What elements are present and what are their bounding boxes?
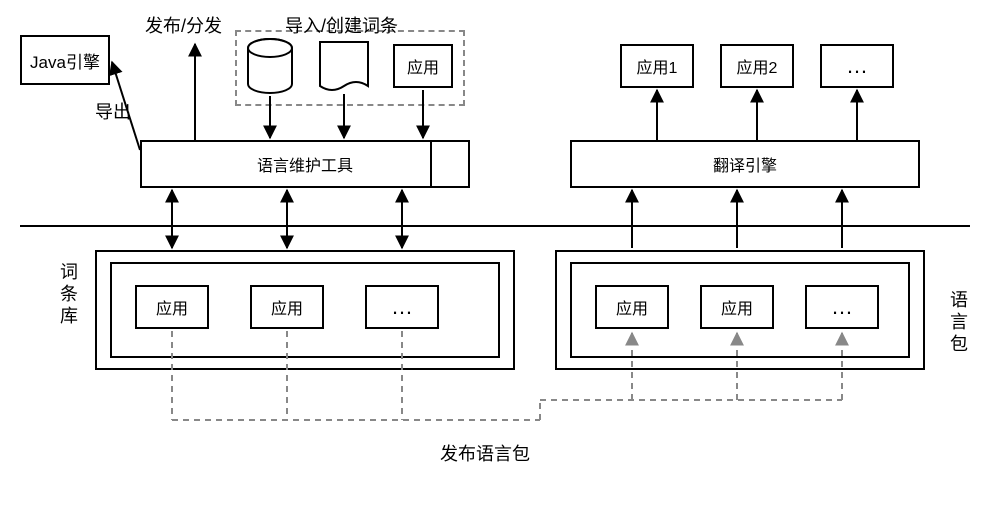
app1-label: 应用1 — [637, 54, 678, 78]
app1-box: 应用1 — [620, 44, 694, 88]
trans-engine-label: 翻译引擎 — [713, 152, 777, 176]
left-app1: 应用 — [135, 285, 209, 329]
app-top-box: 应用 — [393, 44, 453, 88]
separator-line — [20, 225, 970, 227]
app2-label: 应用2 — [737, 54, 778, 78]
right-app1-label: 应用 — [616, 295, 648, 319]
lang-tool-sep — [430, 140, 432, 188]
right-app2-label: 应用 — [721, 295, 753, 319]
app2-box: 应用2 — [720, 44, 794, 88]
java-engine-box: Java引擎 — [20, 35, 110, 85]
dict-label: 词条库 — [55, 262, 81, 328]
import-label: 导入/创建词条 — [285, 12, 398, 38]
left-app2: 应用 — [250, 285, 324, 329]
java-engine-label: Java引擎 — [30, 48, 100, 73]
left-app2-label: 应用 — [271, 295, 303, 319]
lang-tool-box: 语言维护工具 — [140, 140, 470, 188]
app-top-label: 应用 — [407, 54, 439, 78]
left-dots: … — [365, 285, 439, 329]
dots-top-label: … — [846, 53, 868, 79]
trans-engine-box: 翻译引擎 — [570, 140, 920, 188]
lang-tool-label: 语言维护工具 — [257, 152, 353, 176]
right-dots-label: … — [831, 294, 853, 320]
left-dots-label: … — [391, 294, 413, 320]
publish-label: 发布/分发 — [145, 12, 222, 38]
export-label: 导出 — [95, 98, 131, 124]
right-app1: 应用 — [595, 285, 669, 329]
dots-top-box: … — [820, 44, 894, 88]
right-dots: … — [805, 285, 879, 329]
left-app1-label: 应用 — [156, 295, 188, 319]
right-app2: 应用 — [700, 285, 774, 329]
publish-lp-label: 发布语言包 — [440, 440, 530, 466]
langpack-label: 语言包 — [945, 290, 971, 356]
